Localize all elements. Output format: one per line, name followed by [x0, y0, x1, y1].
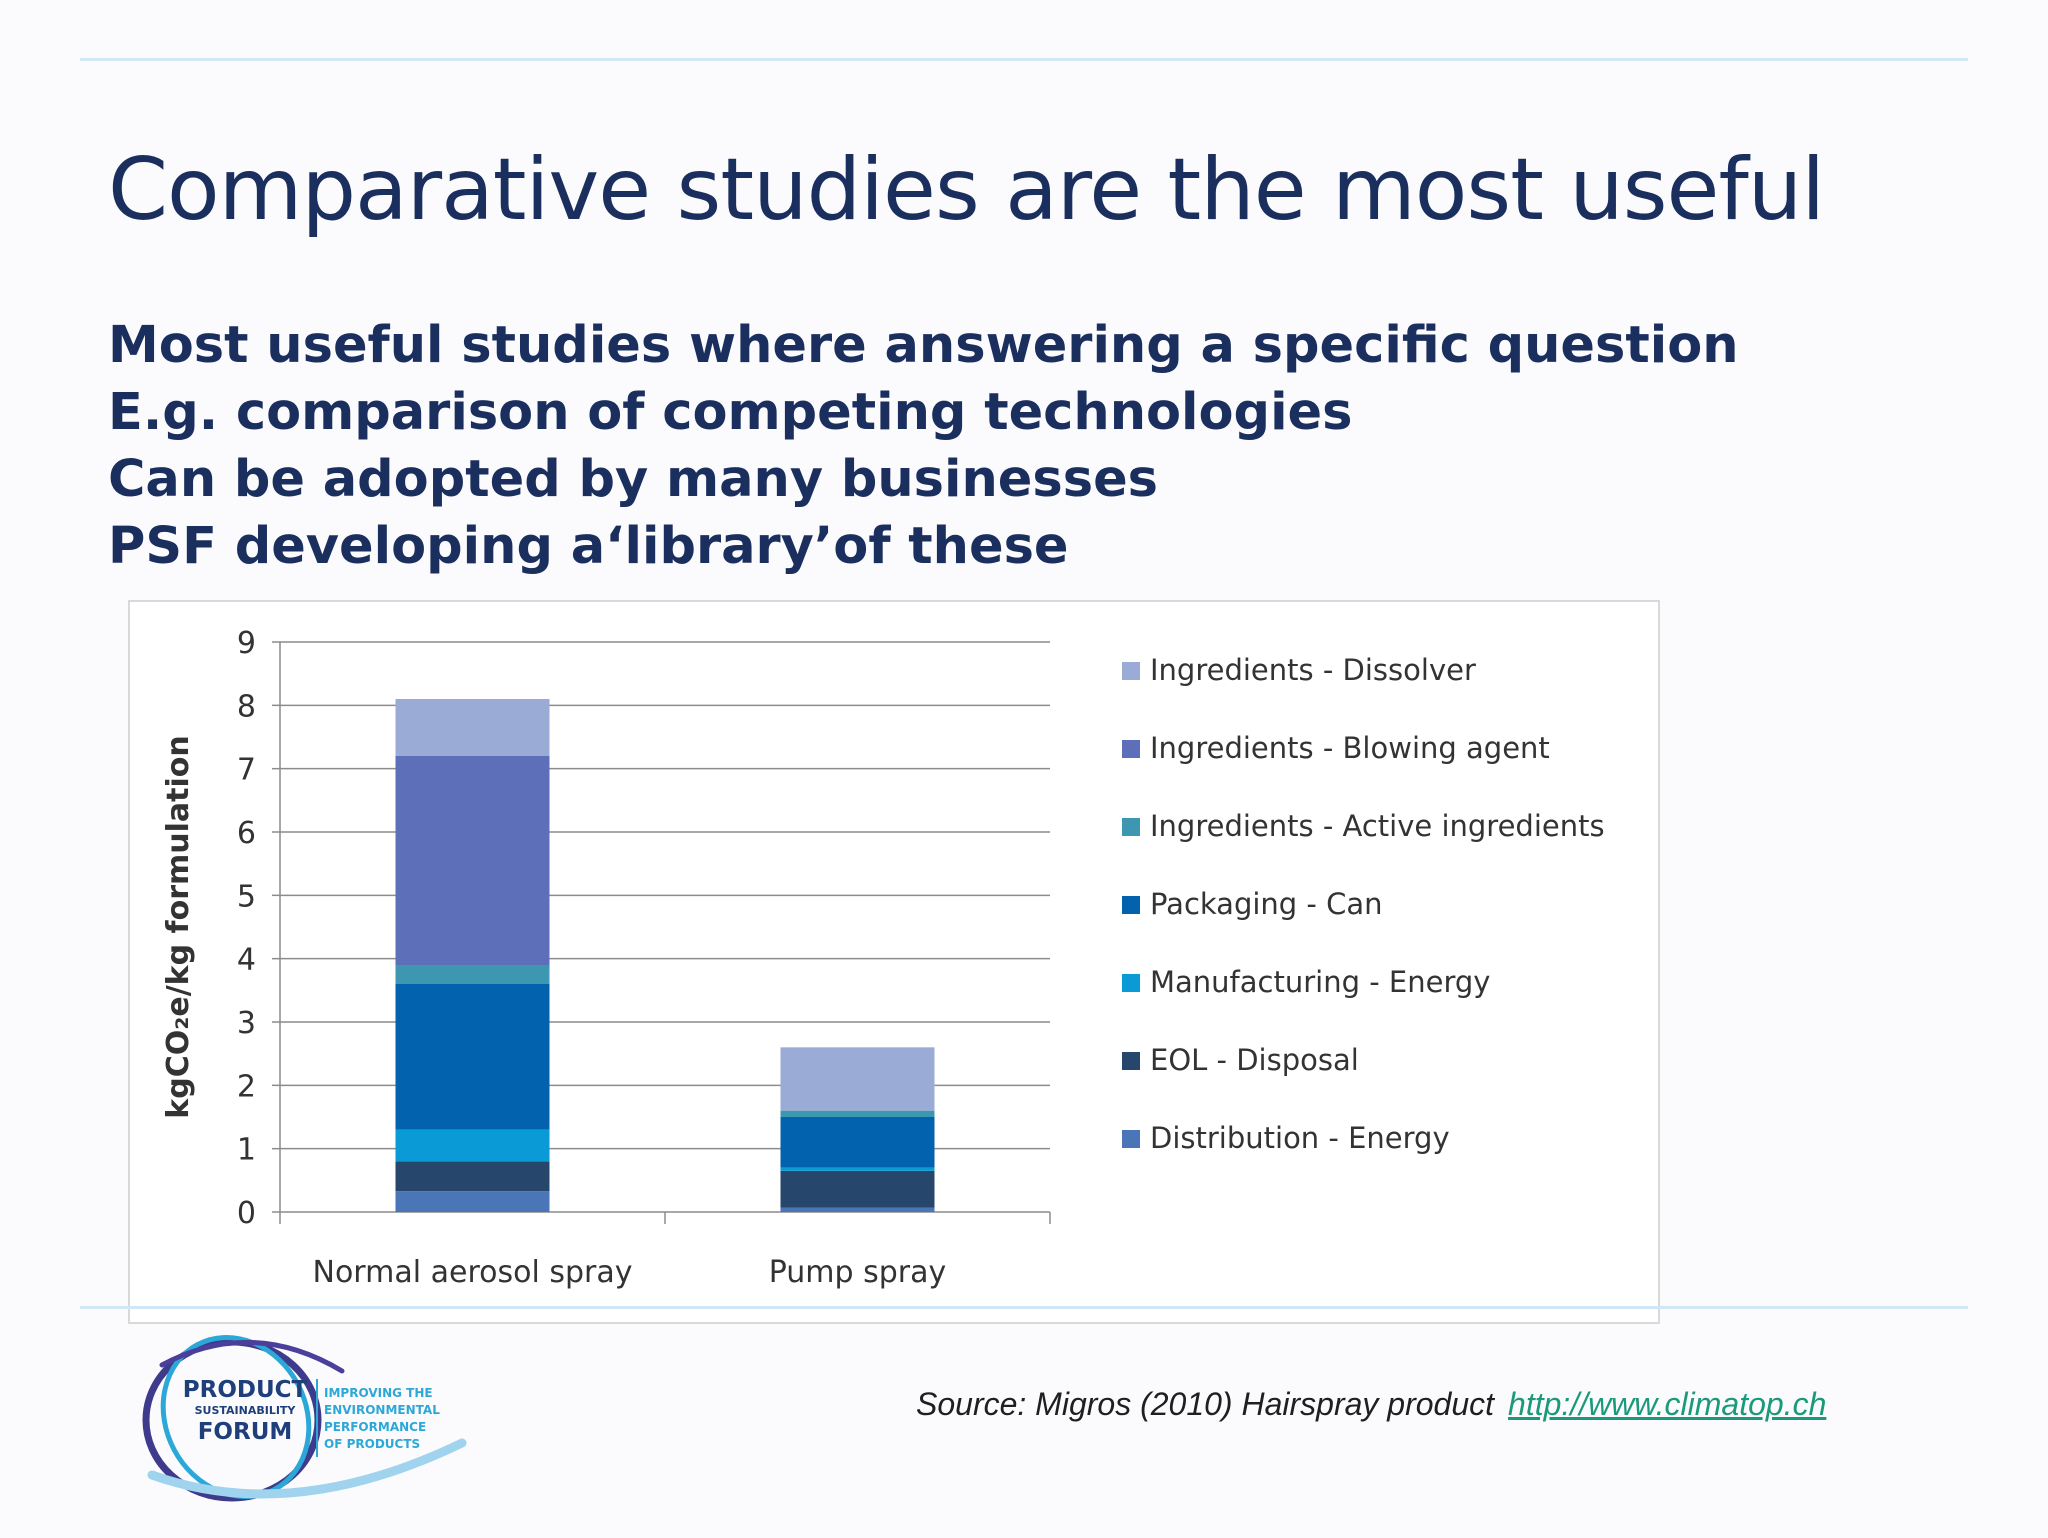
stacked-bar-chart: 0 1 2 3 4 5 6 7 8 9 Normal aerosol spray Pump spray… [161, 626, 1605, 1290]
bottom-rule [80, 1306, 1968, 1309]
y-tick-label: 3 [237, 1006, 256, 1041]
bar-segment [780, 1170, 935, 1208]
bar-segment [395, 984, 550, 1130]
bar-segment [395, 1129, 550, 1162]
y-tick-label: 9 [237, 626, 256, 661]
source-text: Source: Migros (2010) Hairspray product [916, 1386, 1495, 1422]
y-tick-label: 4 [237, 943, 256, 978]
bar-segment [780, 1167, 935, 1171]
legend-swatch [1122, 1052, 1140, 1070]
logo-tagline: IMPROVING THE ENVIRONMENTAL PERFORMANCE … [324, 1386, 440, 1451]
y-tick-label: 0 [237, 1196, 256, 1231]
bar-segment [395, 1161, 550, 1192]
bar-segment [780, 1047, 935, 1111]
psf-logo: PRODUCT SUSTAINABILITY FORUM IMPROVING T… [132, 1325, 472, 1515]
bullet-item: Most useful studies where answering a sp… [108, 316, 1739, 375]
bar-segment [395, 699, 550, 756]
y-tick-label: 5 [237, 879, 256, 914]
legend-swatch [1122, 896, 1140, 914]
legend-label: Packaging - Can [1150, 887, 1383, 921]
source-link[interactable]: http://www.climatop.ch [1508, 1386, 1827, 1422]
x-tick-label: Normal aerosol spray [313, 1255, 633, 1290]
y-tick-label: 6 [237, 816, 256, 851]
bar-segment [780, 1117, 935, 1168]
y-tick-label: 2 [237, 1069, 256, 1104]
legend-swatch [1122, 662, 1140, 680]
y-tick-label: 1 [237, 1133, 256, 1168]
bullet-item: PSF developing a‘library’of these [108, 517, 1069, 576]
legend-swatch [1122, 818, 1140, 836]
legend-label: Ingredients - Blowing agent [1150, 731, 1550, 765]
legend-swatch [1122, 1130, 1140, 1148]
legend-label: Distribution - Energy [1150, 1121, 1450, 1155]
x-tick-label: Pump spray [769, 1255, 947, 1290]
bar-segment [395, 756, 550, 965]
chart-panel: 0 1 2 3 4 5 6 7 8 9 Normal aerosol spray Pump spray… [128, 600, 1660, 1324]
legend-label: Ingredients - Active ingredients [1150, 809, 1605, 843]
logo-wordmark: PRODUCT SUSTAINABILITY FORUM [182, 1377, 308, 1445]
bar-segment [780, 1207, 935, 1212]
legend-label: Manufacturing - Energy [1150, 965, 1490, 999]
bar-segment [395, 1191, 550, 1212]
slide-title: Comparative studies are the most useful [108, 140, 1825, 240]
bar-segment [395, 965, 550, 984]
bullet-list: Most useful studies where answering a sp… [108, 312, 1739, 580]
legend-swatch [1122, 740, 1140, 758]
bullet-item: Can be adopted by many businesses [108, 450, 1159, 509]
globe-swoosh-icon [142, 1334, 467, 1502]
bullet-item: E.g. comparison of competing technologie… [108, 383, 1353, 442]
y-axis-title: kgCO₂e/kg formulation [161, 735, 196, 1118]
bar-segment [780, 1110, 935, 1117]
legend-label: Ingredients - Dissolver [1150, 653, 1476, 687]
y-tick-label: 7 [237, 753, 256, 788]
logo-divider [316, 1379, 318, 1457]
source-citation: Source: Migros (2010) Hairspray product h… [916, 1386, 1826, 1423]
legend-swatch [1122, 974, 1140, 992]
legend-label: EOL - Disposal [1150, 1043, 1359, 1077]
top-rule [80, 58, 1968, 61]
y-tick-label: 8 [237, 689, 256, 724]
